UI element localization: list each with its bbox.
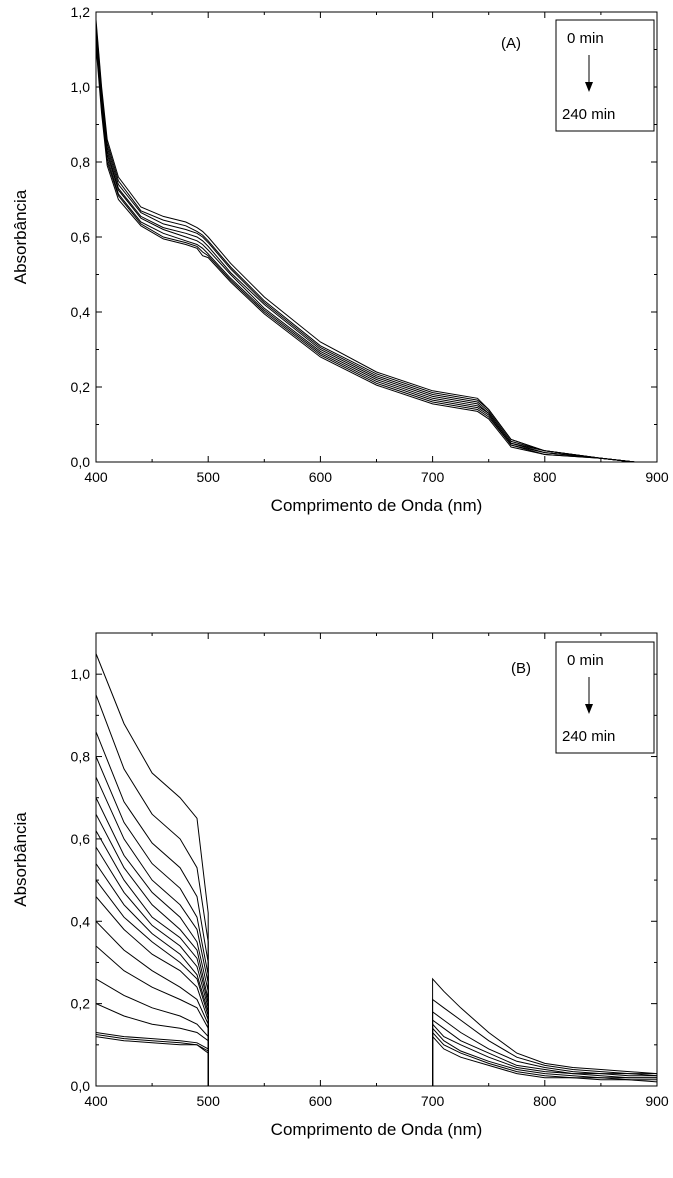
spectrum-line-21 [432, 998, 657, 1086]
spectrum-line-25 [432, 1027, 657, 1086]
spectrum-line-4 [96, 756, 209, 1086]
spectrum-line-2 [96, 694, 209, 1086]
series-group [96, 19, 635, 462]
y-axis-title: Absorbância [11, 189, 30, 284]
y-tick-label: 0,4 [71, 304, 91, 320]
y-tick-label: 0,6 [71, 229, 91, 245]
x-tick-label: 600 [309, 1093, 333, 1109]
y-tick-label: 0,8 [71, 749, 91, 765]
spectrum-line-5 [96, 776, 209, 1086]
spectrum-line-14 [96, 945, 209, 1086]
legend-box [555, 641, 655, 754]
spectrum-line-3 [96, 26, 635, 462]
spectrum-line-6 [96, 38, 635, 462]
spectrum-line-7 [96, 813, 209, 1086]
arrow-down-icon [585, 82, 593, 92]
y-tick-label: 0,0 [71, 1078, 91, 1094]
spectrum-line-7 [96, 41, 635, 462]
x-axis-title: Comprimento de Onda (nm) [271, 496, 483, 515]
y-tick-label: 0,6 [71, 831, 91, 847]
spectrum-line-6 [96, 797, 209, 1086]
spectrum-line-2 [96, 23, 635, 462]
y-tick-label: 0,8 [71, 154, 91, 170]
series-group [96, 653, 657, 1086]
spectrum-line-26 [432, 1031, 657, 1086]
spectrum-line-13 [96, 920, 209, 1086]
spectrum-line-18 [96, 1034, 209, 1086]
spectrum-line-1 [96, 653, 209, 1086]
spectrum-line-8 [96, 830, 209, 1086]
y-tick-label: 0,4 [71, 913, 91, 929]
legend-start-time: 0 min [567, 30, 604, 47]
x-axis-title: Comprimento de Onda (nm) [271, 1120, 483, 1139]
spectrum-line-11 [96, 879, 209, 1086]
x-tick-label: 800 [533, 1093, 557, 1109]
spectrum-line-22 [432, 1010, 657, 1086]
x-tick-label: 700 [421, 469, 445, 485]
arrow-down-icon [585, 704, 593, 714]
legend-box [555, 19, 655, 132]
x-tick-label: 400 [84, 1093, 108, 1109]
spectrum-line-23 [432, 1019, 657, 1086]
y-tick-label: 1,0 [71, 666, 91, 682]
chart-b: 400 500 600 700 800 900 0,0 0,2 0,4 0,6 0,8 1,0 Comp… [11, 632, 669, 1139]
y-tick-label: 0,2 [71, 996, 91, 1012]
spectrum-line-17 [96, 1032, 209, 1086]
legend-start-time: 0 min [567, 652, 604, 669]
x-tick-label: 700 [421, 1093, 445, 1109]
spectrum-line-4 [96, 30, 635, 462]
y-tick-label: 0,2 [71, 379, 91, 395]
spectrum-line-5 [96, 34, 635, 462]
legend-end-time: 240 min [562, 106, 615, 123]
x-tick-label: 800 [533, 469, 557, 485]
x-tick-label: 600 [309, 469, 333, 485]
panel-label: (A) [501, 35, 521, 52]
y-tick-label: 0,0 [71, 454, 91, 470]
x-tick-label: 500 [197, 469, 221, 485]
spectrum-line-10 [96, 863, 209, 1086]
x-tick-label: 900 [645, 1093, 669, 1109]
spectrum-line-20 [432, 977, 657, 1086]
chart-a: 400 500 600 700 800 900 0,0 0,2 0,4 0,6 0,8 1,0 1,2 C… [11, 4, 669, 515]
y-tick-label: 1,0 [71, 79, 91, 95]
spectrum-line-12 [96, 896, 209, 1086]
spectrum-line-9 [96, 846, 209, 1086]
x-tick-label: 900 [645, 469, 669, 485]
x-tick-label: 400 [84, 469, 108, 485]
spectrum-line-19 [96, 1036, 209, 1086]
spectrum-line-8 [96, 45, 635, 462]
spectrum-line-27 [432, 1035, 657, 1086]
y-axis-title: Absorbância [11, 812, 30, 907]
spectrum-line-3 [96, 731, 209, 1086]
legend-end-time: 240 min [562, 728, 615, 745]
y-tick-label: 1,2 [71, 4, 91, 20]
x-tick-label: 500 [197, 1093, 221, 1109]
spectrum-line-15 [96, 978, 209, 1086]
spectrum-line-16 [96, 1003, 209, 1086]
spectrum-line-24 [432, 1022, 657, 1086]
panel-label: (B) [511, 660, 531, 677]
